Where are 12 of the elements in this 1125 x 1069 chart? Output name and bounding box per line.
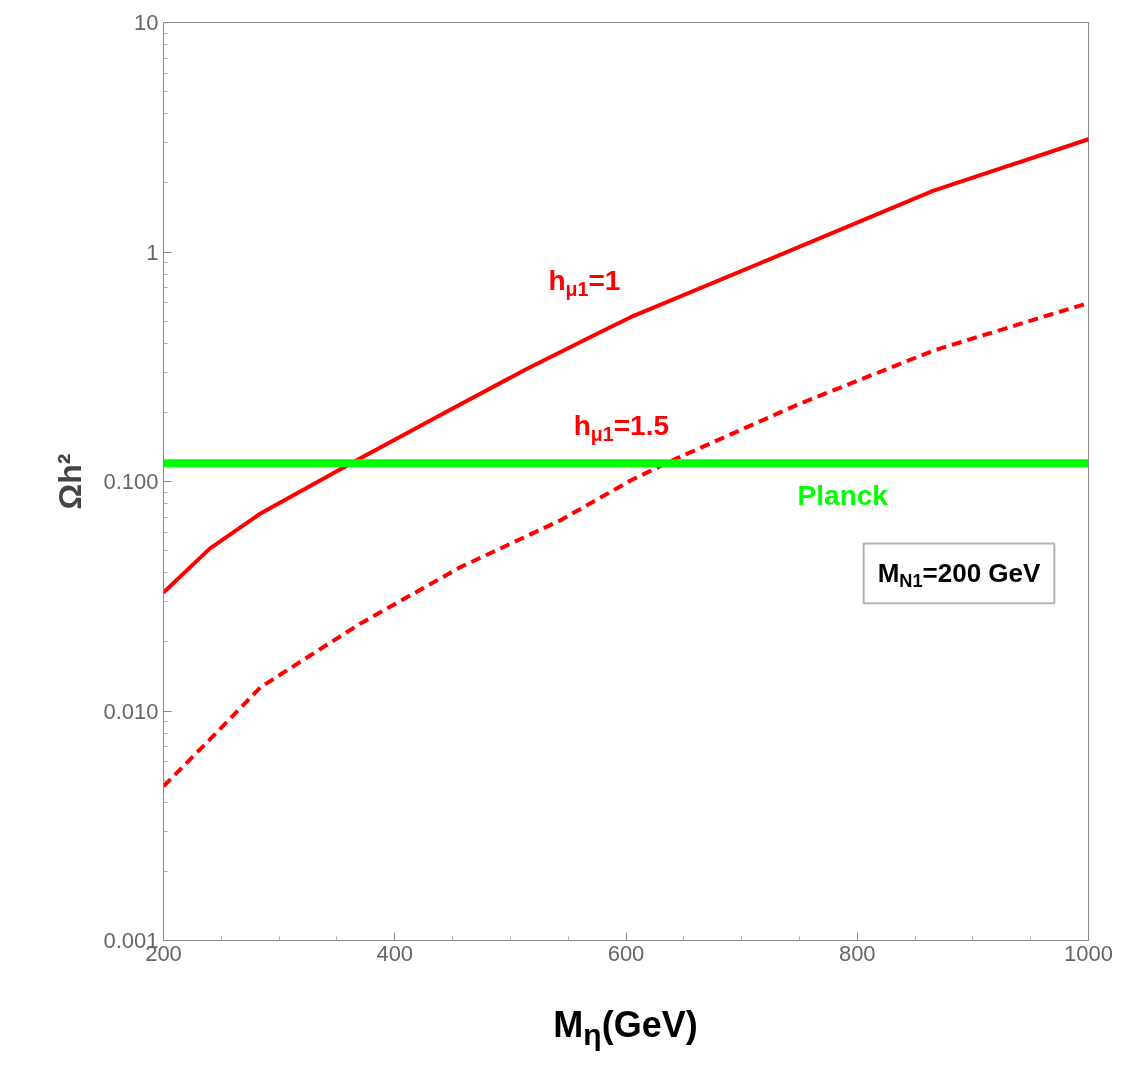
y-tick-label: 1 [146, 239, 159, 265]
x-tick-label: 1000 [1064, 940, 1113, 966]
y-tick-label: 0.010 [103, 698, 159, 724]
y-tick-label: 0.100 [103, 469, 159, 494]
y-axis-title: Ωh² [52, 453, 89, 510]
x-tick-label: 800 [838, 940, 876, 966]
y-tick-label: 10 [134, 10, 159, 35]
x-tick-label: 600 [607, 940, 645, 966]
x-tick-label: 400 [376, 940, 414, 966]
x-axis-title: M$_{η}$(GeV) [553, 1004, 698, 1052]
ref-line-label: Planck [797, 479, 889, 511]
line-series [163, 137, 1089, 595]
